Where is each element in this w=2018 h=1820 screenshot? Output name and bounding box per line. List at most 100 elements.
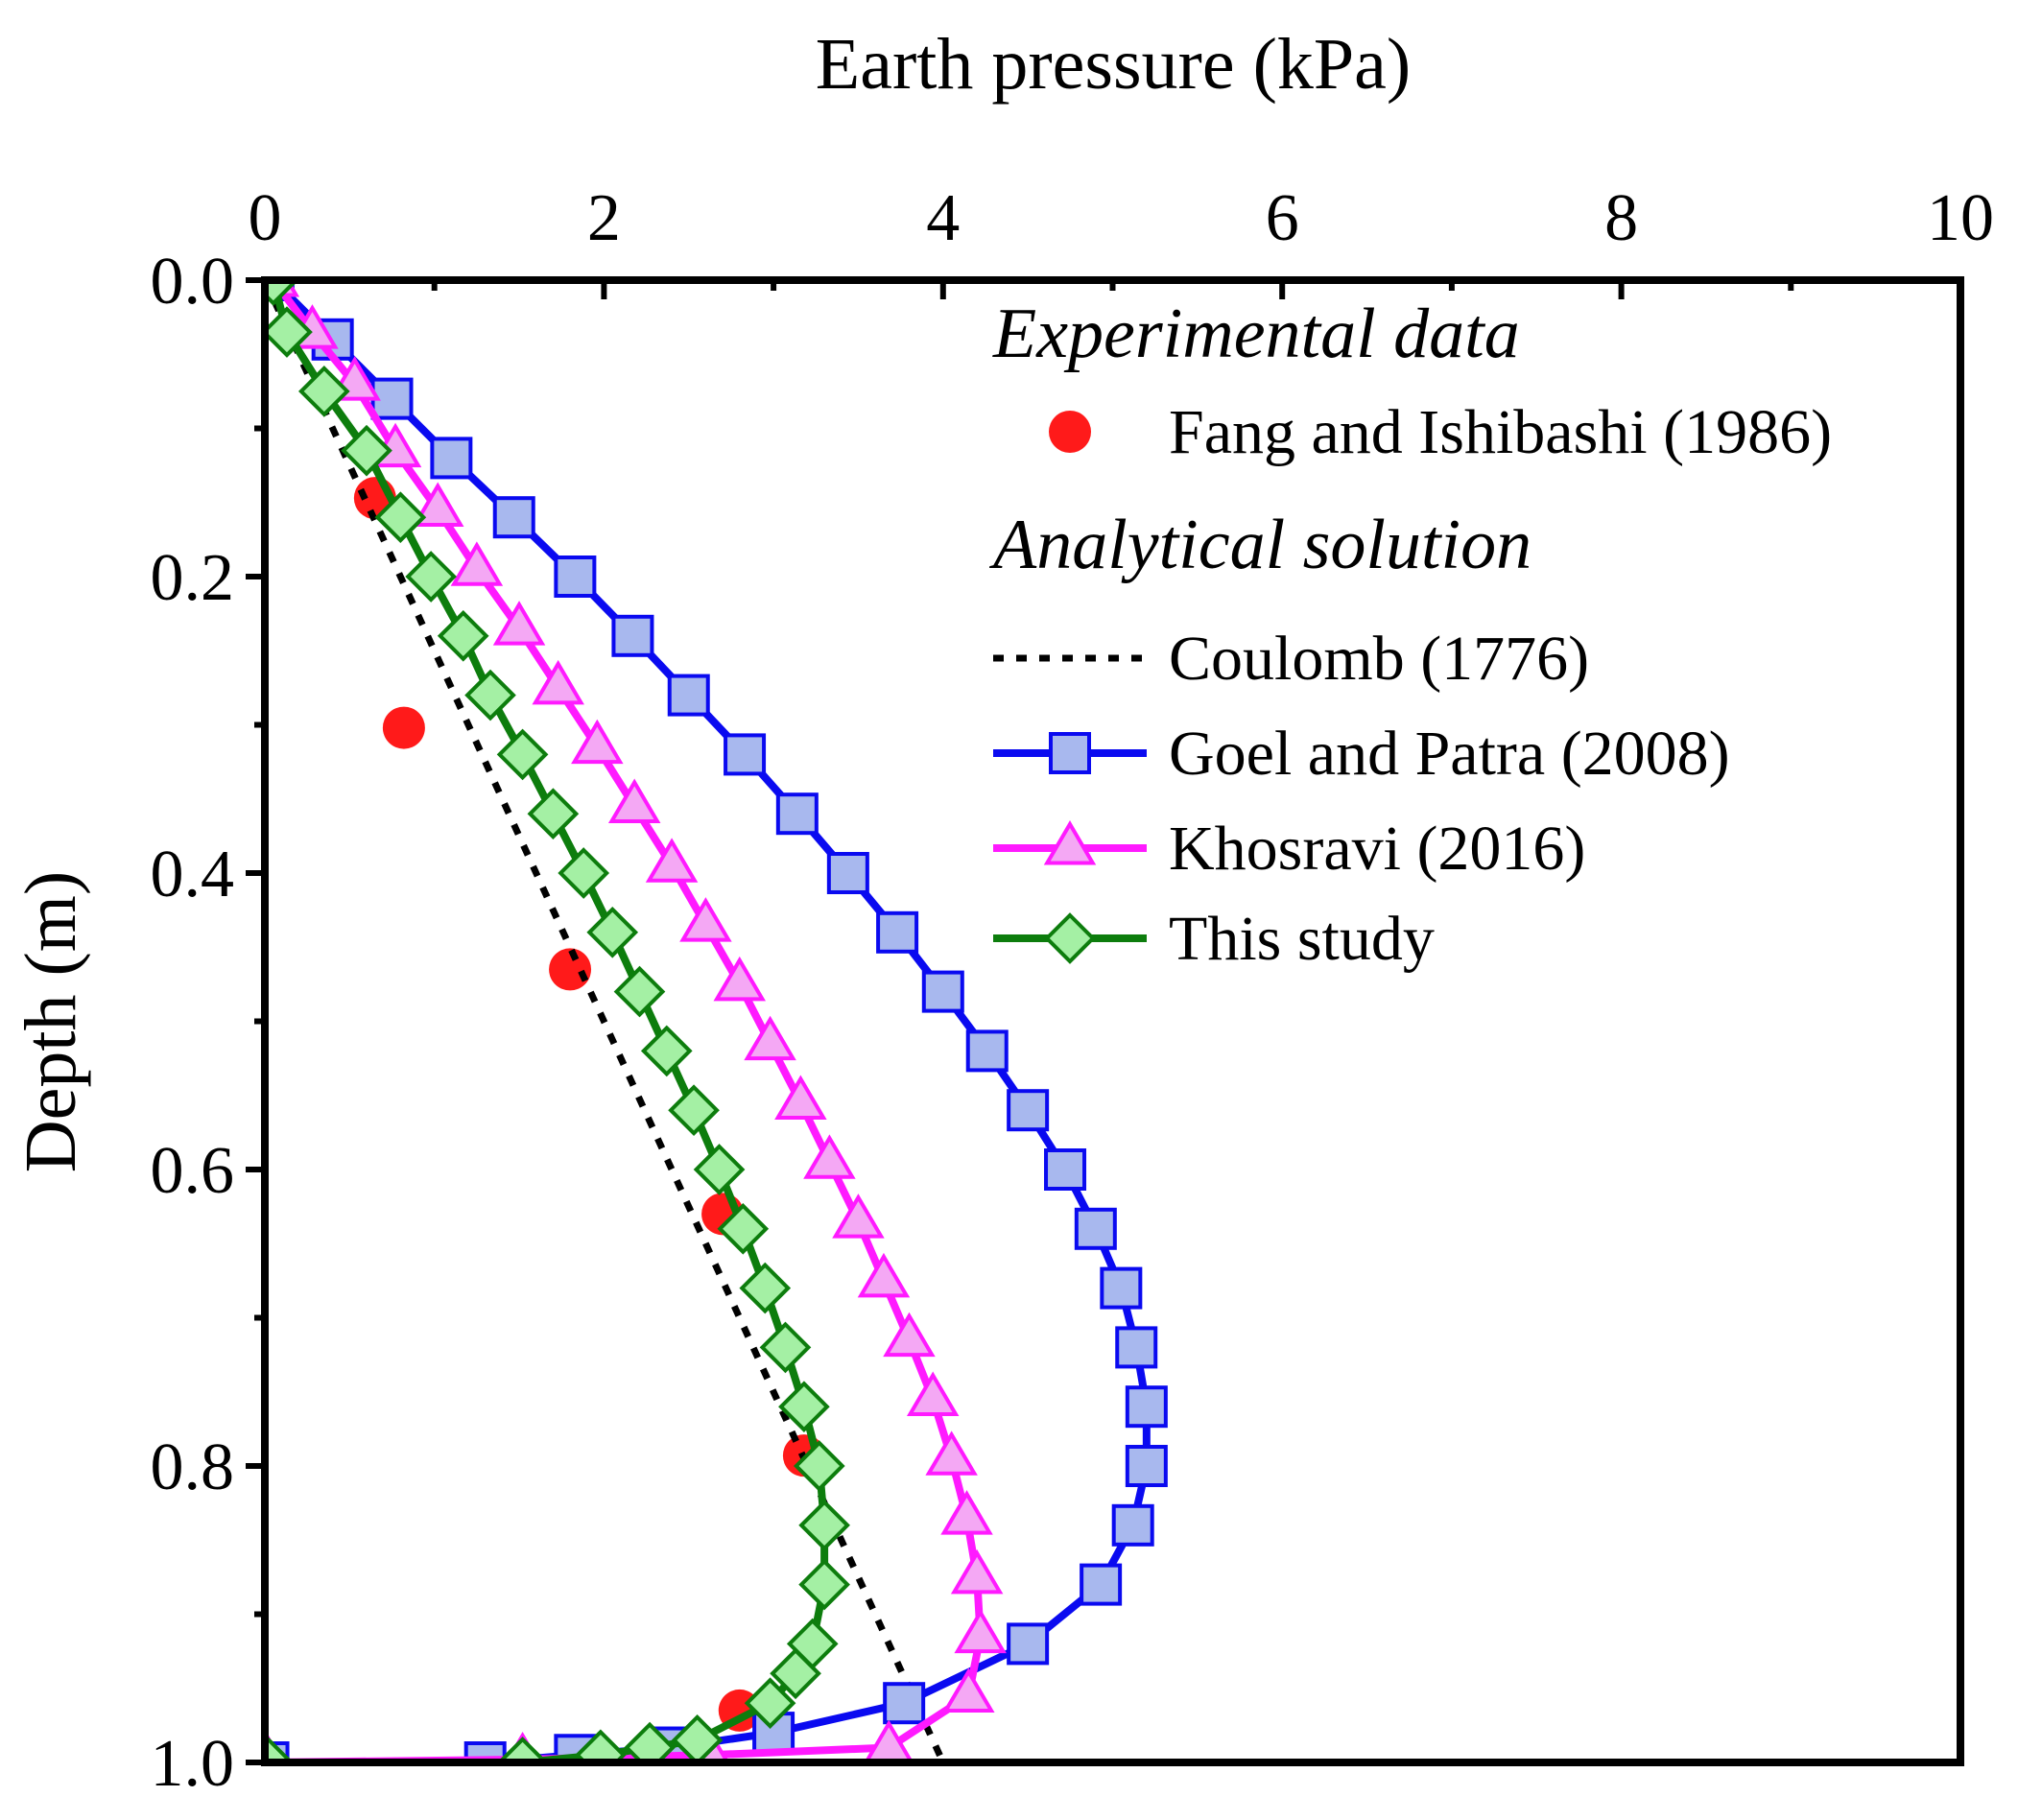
plot-series [265, 280, 1168, 1762]
data-point-this [668, 1084, 720, 1137]
legend-label-khosravi: Khosravi (2016) [1169, 814, 1585, 884]
legend: Experimental data Fang and Ishibashi (198… [988, 295, 1832, 974]
y-tick-label: 0.0 [151, 245, 235, 319]
data-point-this [798, 1499, 850, 1551]
data-point-goel [965, 1029, 1009, 1073]
series-line-this [265, 280, 829, 1762]
legend-label-fang: Fang and Ishibashi (1986) [1169, 397, 1832, 467]
y-tick-label: 0.2 [151, 541, 235, 615]
data-point-khosravi [450, 541, 504, 586]
data-point-goel [1100, 1266, 1143, 1310]
data-point-this [437, 609, 489, 662]
data-point-goel [492, 496, 535, 539]
data-point-khosravi [532, 659, 584, 705]
data-point-goel [1044, 1148, 1087, 1191]
data-point-khosravi [774, 1075, 827, 1120]
data-point-fang [382, 706, 425, 749]
series-coulomb [265, 280, 946, 1762]
data-point-goel [1111, 1503, 1154, 1547]
data-point-khosravi [492, 601, 546, 646]
legend-marker-this [1044, 912, 1096, 964]
legend-label-coulomb: Coulomb (1776) [1169, 624, 1589, 694]
data-point-khosravi [925, 1430, 978, 1476]
data-point-this [770, 1647, 821, 1700]
data-point-goel [1080, 1563, 1123, 1606]
data-point-khosravi [411, 482, 464, 527]
data-point-this [265, 1737, 295, 1762]
data-point-khosravi [857, 1252, 911, 1298]
data-point-khosravi [679, 897, 732, 942]
data-point-this [575, 1729, 627, 1762]
data-point-this [265, 280, 299, 306]
y-tick-label: 0.4 [151, 838, 235, 911]
x-tick-label: 6 [1266, 181, 1299, 255]
data-point-this [793, 1440, 845, 1492]
data-point-this [613, 965, 666, 1018]
data-point-khosravi [950, 1548, 1004, 1595]
data-point-khosravi [864, 1719, 914, 1762]
data-point-this [671, 1714, 724, 1762]
data-point-this [496, 728, 549, 781]
data-point-goel [667, 674, 710, 717]
data-point-khosravi [906, 1371, 960, 1416]
data-point-this [586, 906, 639, 958]
axis-ticks: 0 2 4 6 8 10 0.0 0.2 0.4 0.6 0.8 1.0 [151, 181, 1995, 1801]
data-point-goel [826, 852, 869, 894]
data-point-this [759, 1321, 812, 1374]
legend-item-coulomb: Coulomb (1776) [993, 624, 1589, 694]
x-tick-label: 10 [1927, 181, 1994, 255]
legend-marker-khosravi [1043, 820, 1097, 865]
legend-item-fang: Fang and Ishibashi (1986) [1049, 397, 1832, 467]
x-tick-label: 2 [587, 181, 621, 255]
data-point-this [739, 1262, 792, 1314]
data-point-this [374, 491, 427, 544]
data-point-this [405, 551, 457, 603]
data-point-goel [883, 1682, 926, 1725]
y-tick-label: 0.6 [151, 1134, 235, 1208]
data-point-goel [1115, 1326, 1158, 1369]
data-point-khosravi [954, 1608, 1007, 1654]
data-point-goel [1125, 1385, 1168, 1429]
y-axis-title: Depth (m) [11, 871, 91, 1172]
x-axis-title: Earth pressure (kPa) [816, 24, 1411, 105]
legend-item-khosravi: Khosravi (2016) [993, 814, 1585, 884]
data-point-this [464, 669, 516, 721]
data-point-goel [1007, 1089, 1050, 1132]
x-tick-label: 8 [1604, 181, 1638, 255]
data-point-khosravi [832, 1194, 885, 1239]
data-point-khosravi [645, 838, 699, 883]
data-point-this [798, 1558, 850, 1611]
data-point-this [717, 1202, 770, 1255]
data-point-goel [921, 970, 964, 1013]
data-point-this [298, 366, 350, 417]
x-tick-label: 0 [249, 181, 282, 255]
legend-group-heading: Experimental data [992, 295, 1520, 373]
data-point-goel [611, 614, 654, 657]
y-tick-label: 0.8 [151, 1430, 235, 1504]
data-point-this [693, 1144, 746, 1195]
legend-label-this: This study [1169, 904, 1435, 974]
legend-group-heading: Analytical solution [988, 506, 1531, 584]
data-point-this [744, 1677, 796, 1730]
data-point-khosravi [571, 719, 624, 765]
data-point-khosravi [942, 1667, 995, 1713]
data-point-this [496, 1737, 549, 1762]
data-point-khosravi [940, 1490, 993, 1535]
data-point-goel [554, 555, 597, 598]
data-point-this [558, 847, 610, 899]
legend-marker-goel [1049, 732, 1091, 774]
data-point-this [640, 1025, 693, 1077]
data-point-goel [775, 792, 819, 836]
legend-label-goel: Goel and Patra (2008) [1169, 719, 1730, 789]
data-point-goel [1007, 1622, 1050, 1666]
series-fang [353, 477, 825, 1732]
data-point-khosravi [607, 778, 661, 823]
y-tick-label: 1.0 [151, 1727, 235, 1801]
data-point-khosravi [744, 1015, 796, 1061]
data-point-fang [549, 948, 592, 991]
legend-marker-fang [1049, 411, 1091, 453]
data-point-khosravi [803, 1134, 856, 1179]
data-point-goel [1074, 1207, 1117, 1250]
data-point-goel [430, 437, 473, 480]
data-point-goel [876, 910, 919, 954]
